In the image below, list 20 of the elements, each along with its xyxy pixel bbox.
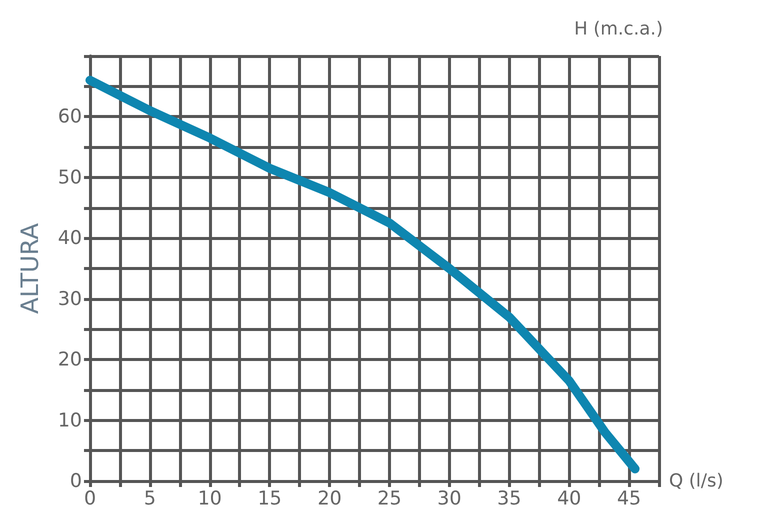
y-tick-label: 40: [58, 227, 82, 250]
x-tick-label: 10: [198, 488, 222, 510]
x-tick-label: 25: [377, 488, 402, 510]
y-tick-label: 10: [58, 409, 82, 432]
y-axis-title: ALTURA: [16, 222, 44, 314]
y-tick-label: 50: [58, 166, 82, 188]
text: H (m.c.a.): [574, 18, 664, 40]
y-tick-label: 30: [58, 288, 82, 310]
y-tick-label: 60: [58, 106, 82, 128]
x-tick-label: 20: [317, 488, 342, 510]
x-tick-label: 0: [84, 488, 96, 510]
y-tick-label: 20: [58, 348, 82, 371]
x-tick-label: 30: [437, 488, 462, 510]
x-tick-label: 15: [258, 488, 282, 510]
x-tick-label: 45: [616, 488, 642, 510]
x-tick-label: 40: [557, 488, 582, 510]
y-tick-label: 0: [70, 470, 82, 492]
x-tick-label: 35: [497, 488, 522, 510]
x-axis-title: Q (l/s): [669, 470, 724, 492]
x-tick-label: 5: [144, 488, 156, 510]
